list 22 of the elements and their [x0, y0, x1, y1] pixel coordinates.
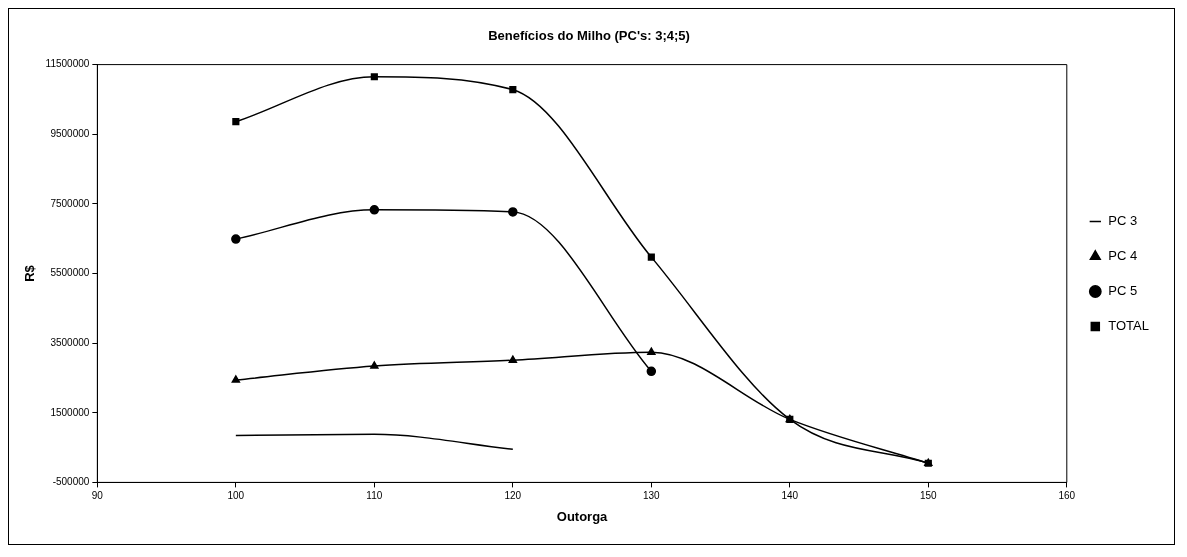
legend-label: TOTAL [1108, 318, 1150, 334]
y-tick-label: 1500000 [50, 406, 90, 418]
legend-label: PC 4 [1108, 248, 1138, 264]
x-tick-label: 90 [91, 490, 104, 502]
y-tick-label: 11500000 [45, 58, 90, 70]
y-tick-label: -500000 [52, 476, 90, 488]
x-tick-label: 130 [642, 490, 661, 502]
x-tick-label: 120 [504, 490, 522, 502]
y-tick-label: 9500000 [50, 127, 90, 139]
x-tick-label: 110 [366, 490, 383, 502]
y-tick-label: 3500000 [50, 336, 90, 348]
legend-label: PC 5 [1108, 283, 1138, 299]
x-tick-label: 160 [1058, 490, 1076, 502]
x-axis-title: Outorga [556, 508, 609, 524]
y-axis-title: R$ [22, 264, 38, 282]
x-tick-label: 150 [919, 490, 938, 502]
y-tick-label: 5500000 [50, 267, 90, 279]
y-tick-label: 7500000 [50, 197, 90, 209]
x-tick-label: 100 [227, 490, 245, 502]
legend-label: PC 3 [1108, 213, 1138, 229]
chart-title: Benefícios do Milho (PC's: 3;4;5) [488, 28, 690, 44]
x-tick-label: 140 [781, 490, 799, 502]
